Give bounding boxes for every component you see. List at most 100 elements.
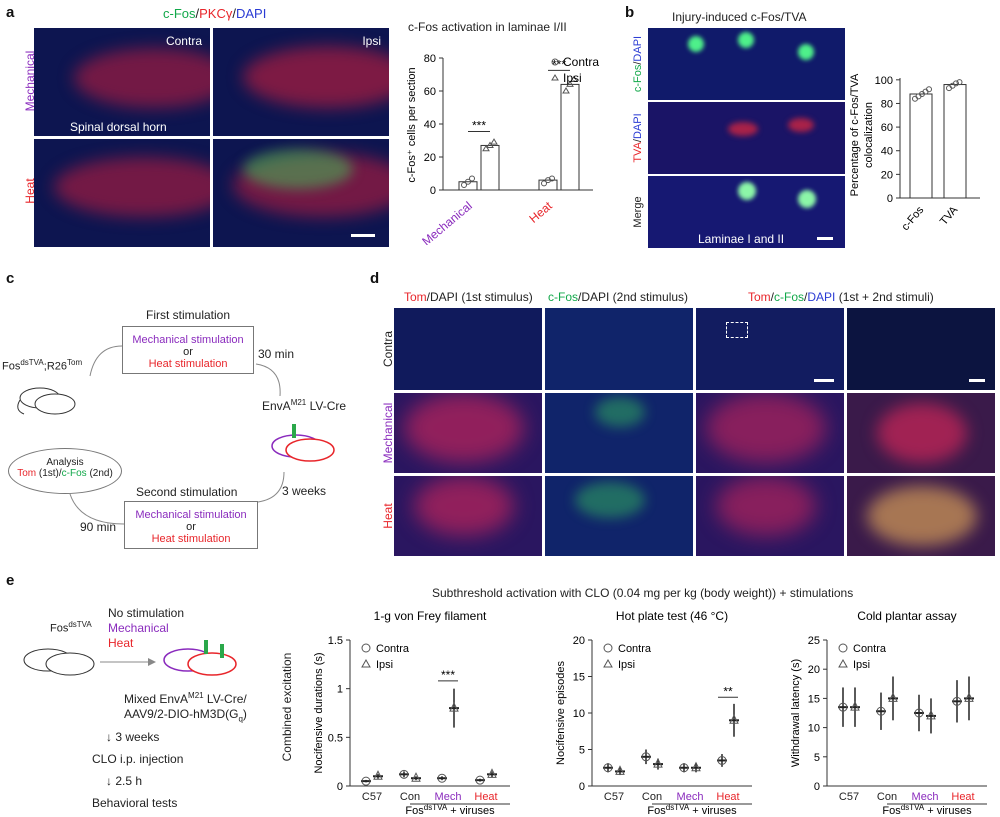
e-clo-label: CLO i.p. injection [92,752,184,766]
a-ytick-label: 20 [424,152,436,164]
chartE1-point-Contra [361,776,371,786]
b-ytick-label: 60 [881,122,893,134]
chartE1-point-Ipsi [411,772,421,782]
b-point [956,79,963,86]
e-mechanical: Mechanical [108,621,169,635]
d-mech-tom [394,393,542,473]
mice-illustration-c [17,387,76,415]
b-point [926,86,932,93]
analysis-title: Analysis [46,457,84,468]
a-point [469,175,475,182]
a-point [570,75,578,82]
chartE2-point-Contra [679,763,689,773]
d-mech-merge [696,393,844,473]
chart-a: 0 20 40 60 80 c-Fos⁺ cells per section *** Mech… [406,53,599,245]
micrograph-b-merge: Laminae I and II [648,176,845,248]
second-heat-stim: Heat stimulation [151,533,231,545]
scale-bar [351,234,375,237]
analysis-oval: Analysis Tom (1st)/c-Fos (2nd) [8,448,122,494]
b-ytick-label: 80 [881,98,893,110]
a-category-Heat: Heat [526,198,555,225]
chartE3-point-Contra [914,708,924,718]
a-category-Mechanical: Mechanical [419,199,475,245]
chartE2-ytick-label: 20 [573,635,585,647]
chartE3-point-Ipsi [888,692,898,702]
b-ylabel-1: Percentage of c-Fos/TVA [849,73,861,196]
b-bar-c-Fos [909,93,933,199]
row-heat-label: Heat [23,178,37,204]
e-timeline: ↓ 3 weeks CLO i.p. injection ↓ 2.5 h Beh… [92,726,183,814]
second-stim-label: Second stimulation [136,485,238,499]
chartE1-legend-ipsi-marker [361,658,371,668]
panel-c-label: c [6,270,15,287]
chartE3-title: Cold plantar assay [857,609,956,623]
d-mech-fos [545,393,693,473]
chartE3-category-Heat: Heat [951,791,974,803]
d-heat-merge [696,476,844,556]
d-contra-fos [545,308,693,390]
b-ytick-label: 20 [881,169,893,181]
a-ytick-label: 0 [430,185,436,197]
a-ylabel: c-Fos⁺ cells per section [406,67,418,182]
chartE2-title: Hot plate test (46 °C) [616,609,728,623]
a-title-part-0: c-Fos [163,6,196,21]
chartE2-category-Heat: Heat [716,791,739,803]
laminae-label: Laminae I and II [698,232,785,246]
chartE2-ytick-label: 0 [579,781,585,793]
a-title-part-1: / [195,6,200,21]
arrow-to-analysis [69,493,125,525]
micrograph-b-fos [648,28,845,100]
chartE2-legend-ipsi-marker [603,658,613,668]
d-header-1: Tom/DAPI (1st stimulus) [404,290,533,304]
a-title-part-3: / [232,6,236,21]
a-bar-Mechanical-Contra [458,181,478,191]
d-heat-tom [394,476,542,556]
analysis-detail: Tom (1st)/c-Fos (2nd) [17,468,113,479]
micrograph-a-heat-contra [34,139,210,247]
a-point [562,87,570,94]
b-row1-part-1: / [632,61,644,65]
a-sig-mark: *** [552,57,566,71]
chart-b: 0 20 40 60 80 100 Percentage of c-Fos/TVA coloc… [849,73,980,233]
e-overall-title: Subthreshold activation with CLO (0.04 m… [432,586,854,600]
chartE1-legend-ipsi: Ipsi [376,659,393,671]
row-merge-label: Merge [632,196,644,228]
a-title-part-4: DAPI [235,6,267,21]
mice-illustration-e [23,640,237,676]
zoom-box [726,322,748,338]
b-row1-part-0: c-Fos [632,64,644,93]
d-row-heat: Heat [381,503,395,529]
chartE1-point-Contra [475,775,485,785]
chartE2-point-Contra [603,763,613,773]
col-contra-label: Contra [165,34,202,48]
chartE3-point-Contra [838,702,848,712]
first-mech-stim: Mechanical stimulation [132,334,244,346]
d-contra-tom [394,308,542,390]
chartE3-category-Con: Con [877,791,897,803]
chartE3-ytick-label: 25 [808,635,820,647]
chartE2-ylabel: Nocifensive episodes [555,661,567,765]
virus-label: EnvAM21 LV-Cre [262,398,347,413]
chartE2-category-C57: C57 [604,791,624,803]
chartE2-group-label: FosdsTVA + viruses [647,803,737,817]
arrow-to-virus [255,363,281,397]
b-bar-TVA [943,84,967,199]
row-fos-dapi-label: c-Fos/DAPI [632,24,644,104]
micrograph-a-mech-ipsi: Ipsi [213,28,389,136]
chartE1-sig-mark: *** [441,668,455,682]
a-point [482,144,490,152]
second-mech-stim: Mechanical stimulation [135,509,247,521]
chartE3-point-Ipsi [964,692,974,702]
panel-b-title: Injury-induced c-Fos/TVA [672,10,807,24]
scale-bar-d1 [814,379,834,382]
b-category-c-Fos: c-Fos [899,204,926,233]
chartE2-legend-ipsi: Ipsi [618,659,635,671]
a-ytick-label: 40 [424,119,436,131]
chartE1-category-Heat: Heat [474,791,497,803]
b-ytick-label: 100 [875,75,893,87]
chartE1-category-C57: C57 [362,791,382,803]
chartE3-ytick-label: 15 [808,693,820,705]
a-ytick-label: 80 [424,53,436,65]
d-contra-merge [696,308,844,390]
micrograph-a-mech-contra: Contra Spinal dorsal horn [34,28,210,136]
